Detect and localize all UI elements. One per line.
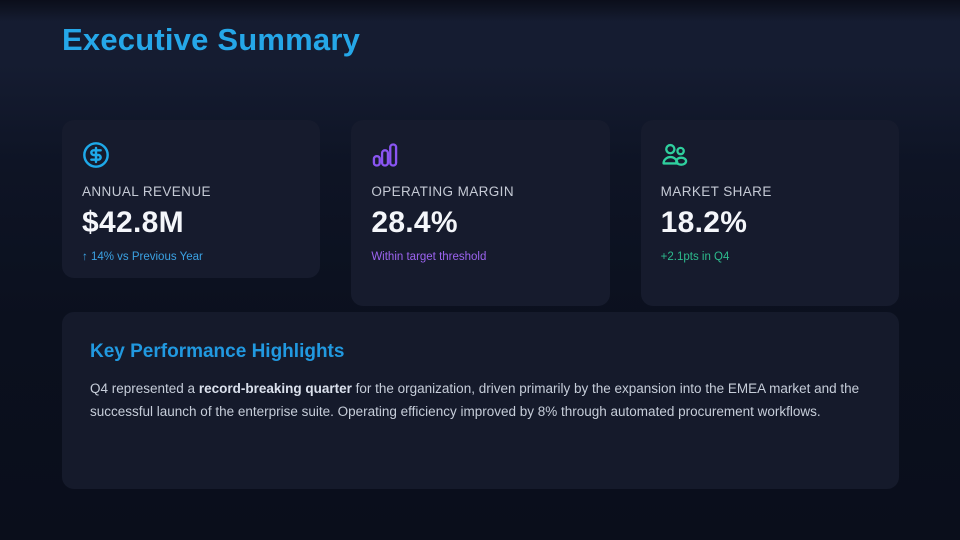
kpi-delta: +2.1pts in Q4: [660, 251, 730, 263]
kpi-card-market-share: MARKET SHARE 18.2% +2.1pts in Q4: [640, 120, 899, 306]
users-icon: [661, 141, 689, 169]
kpi-delta: ↑ 14% vs Previous Year: [82, 251, 203, 263]
highlights-panel: Key Performance Highlights Q4 represente…: [62, 312, 899, 489]
highlights-body-suffix: for the organization, driven primarily b…: [90, 381, 860, 419]
bar-chart-icon: [371, 141, 399, 169]
kpi-value: 18.2%: [660, 206, 748, 239]
kpi-label: ANNUAL REVENUE: [82, 184, 211, 199]
highlights-body-bold: record-breaking quarter: [198, 381, 352, 396]
dollar-circle-icon: [82, 141, 110, 169]
highlights-body-prefix: Q4 represented a: [90, 381, 199, 396]
kpi-value: 28.4%: [371, 206, 458, 239]
kpi-label: MARKET SHARE: [660, 184, 772, 199]
kpi-value: $42.8M: [82, 206, 184, 239]
kpi-delta: Within target threshold: [371, 251, 487, 263]
kpi-card-operating-margin: OPERATING MARGIN 28.4% Within target thr…: [351, 120, 610, 306]
kpi-card-annual-revenue: ANNUAL REVENUE $42.8M ↑ 14% vs Previous …: [62, 120, 321, 278]
kpi-cards-row: ANNUAL REVENUE $42.8M ↑ 14% vs Previous …: [62, 120, 899, 306]
highlights-body: Q4 represented a record-breaking quarter…: [90, 378, 871, 423]
page-title: Executive Summary: [62, 22, 361, 57]
kpi-label: OPERATING MARGIN: [371, 184, 514, 199]
highlights-title: Key Performance Highlights: [90, 341, 345, 362]
